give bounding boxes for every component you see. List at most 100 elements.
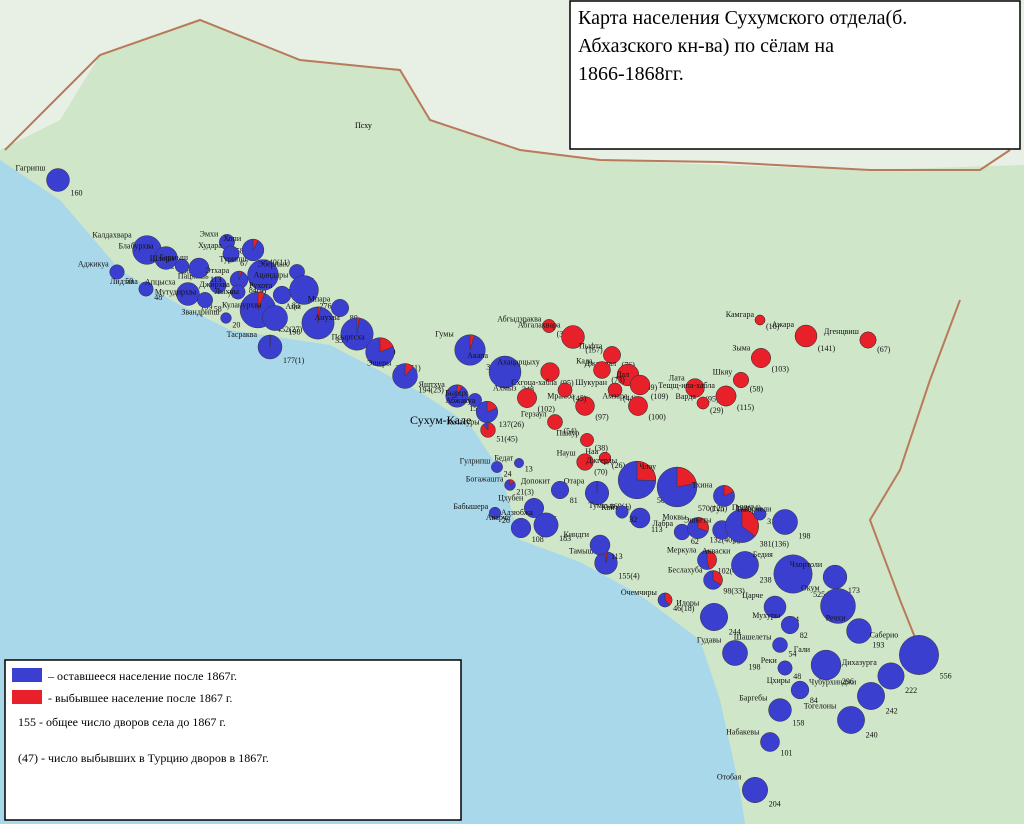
village-name: Чхортоли: [790, 560, 823, 569]
village-count: 240: [866, 731, 878, 740]
village-name: Гагрипш: [16, 164, 47, 173]
village-circle: [857, 682, 884, 709]
village-name: Цхубен: [498, 493, 524, 502]
village-count: 193: [872, 640, 884, 649]
village-count: 24: [504, 470, 512, 479]
emigrated-wedge: [716, 386, 736, 406]
village-circle: [899, 635, 938, 674]
village-name: Саберио: [870, 630, 899, 639]
village-name: Калдахвара: [92, 231, 132, 240]
village-circle: [491, 461, 502, 472]
village-name: Гудавы: [697, 635, 722, 644]
emigrated-wedge: [733, 372, 748, 387]
village-name: Этхара: [205, 266, 229, 275]
village-count: 82: [800, 631, 808, 640]
village-name: Амзара: [602, 392, 628, 401]
emigrated-wedge: [481, 423, 496, 438]
village-count: (100): [649, 413, 667, 422]
village-count: (29): [710, 406, 724, 415]
village-circle: [590, 535, 610, 555]
village-name: Эберных: [258, 259, 288, 268]
village-count: 13: [525, 465, 533, 474]
village-name: Мухуры: [752, 611, 781, 620]
village-name: Беслахуба: [668, 566, 703, 575]
legend-box: [5, 660, 461, 820]
village-circle: [837, 706, 864, 733]
village-name: Бабышера: [453, 502, 488, 511]
village-count: 48: [793, 672, 801, 681]
village-count: (141): [818, 344, 836, 353]
village-name: Келасуры: [447, 418, 481, 427]
village-circle: [197, 292, 212, 307]
village-name: Блабурхва: [119, 242, 154, 251]
village-count: 81: [570, 496, 578, 505]
village-name: Абжакуа: [446, 396, 476, 405]
village-count: 20: [232, 320, 240, 329]
village-name: Дихазурга: [842, 658, 877, 667]
emigrated-wedge: [580, 433, 593, 446]
village-name: Гали: [794, 645, 811, 654]
emigrated-wedge: [751, 348, 770, 367]
village-name: Хопи: [223, 234, 242, 243]
title-line: Абхазского кн-ва) по сёлам на: [578, 35, 834, 57]
village-name: Худара: [198, 241, 222, 250]
village-name: Джгерды: [586, 456, 618, 465]
village-count: 198: [289, 328, 301, 337]
village-name: Мпара: [308, 294, 331, 303]
village-name: Яштхуа: [419, 380, 446, 389]
emigrated-wedge: [755, 315, 765, 325]
village-count: 242: [886, 707, 898, 716]
village-name: Ацандары: [254, 271, 290, 280]
village-count: 160: [70, 188, 82, 197]
village-name: Куланурхва: [222, 300, 262, 309]
village-name: Очемчиры: [621, 588, 658, 597]
village-count: 137(26): [499, 420, 525, 429]
village-name: Тумкыт: [589, 501, 616, 510]
village-name: Науш: [557, 449, 577, 458]
village-circle: [616, 506, 628, 518]
emigrated-wedge: [697, 397, 709, 409]
emigrated-wedge: [860, 332, 876, 348]
village-name: Царче: [742, 591, 763, 600]
village-name: Цхиры: [767, 676, 791, 685]
emigrated-wedge: [517, 388, 536, 407]
village-circle: [514, 458, 523, 467]
title-line: Карта населения Сухумского отдела(б.: [578, 7, 907, 29]
village-count: 32: [629, 515, 637, 524]
emigrated-wedge: [594, 362, 611, 379]
village-name: Абгалахвара: [518, 321, 561, 330]
village-name: Набакевы: [726, 727, 760, 736]
village-count: 177(1): [283, 356, 305, 365]
village-circle: [811, 650, 841, 680]
village-circle: [534, 513, 558, 537]
village-name: Када: [576, 357, 593, 366]
village-name: Окум: [801, 584, 820, 593]
village-name: Анухва: [315, 313, 341, 322]
village-name: Апцысха: [145, 278, 176, 287]
village-name: Эмхи: [200, 229, 219, 238]
village-name: Герзаул: [521, 409, 547, 418]
emigrated-wedge: [629, 397, 648, 416]
village-circle: [878, 663, 904, 689]
village-name: Меркула: [667, 545, 697, 554]
village-count: 556: [940, 672, 952, 681]
village-name: Ткварчели: [736, 504, 772, 513]
village-count: (97): [595, 412, 609, 421]
village-count: (109): [651, 392, 669, 401]
village-name: Лыхны: [215, 287, 240, 296]
emigrated-wedge: [630, 375, 650, 395]
village-circle: [722, 640, 747, 665]
village-name: Бедия: [753, 550, 773, 559]
village-name: Тещщ-ипа-хабла: [658, 381, 715, 390]
village-name: Гулрипш: [460, 456, 492, 465]
village-name: Бармыш: [159, 253, 188, 262]
legend-swatch: [12, 690, 42, 704]
village-name: Члоу: [639, 462, 656, 471]
village-count: 101: [781, 749, 793, 758]
place-label: Псху: [355, 121, 372, 130]
village-count: (103): [772, 365, 790, 374]
village-name: Камгара: [726, 310, 755, 319]
village-name: Псыртсха: [332, 333, 366, 342]
legend-text: - выбывшее население после 1867 г.: [48, 691, 232, 705]
